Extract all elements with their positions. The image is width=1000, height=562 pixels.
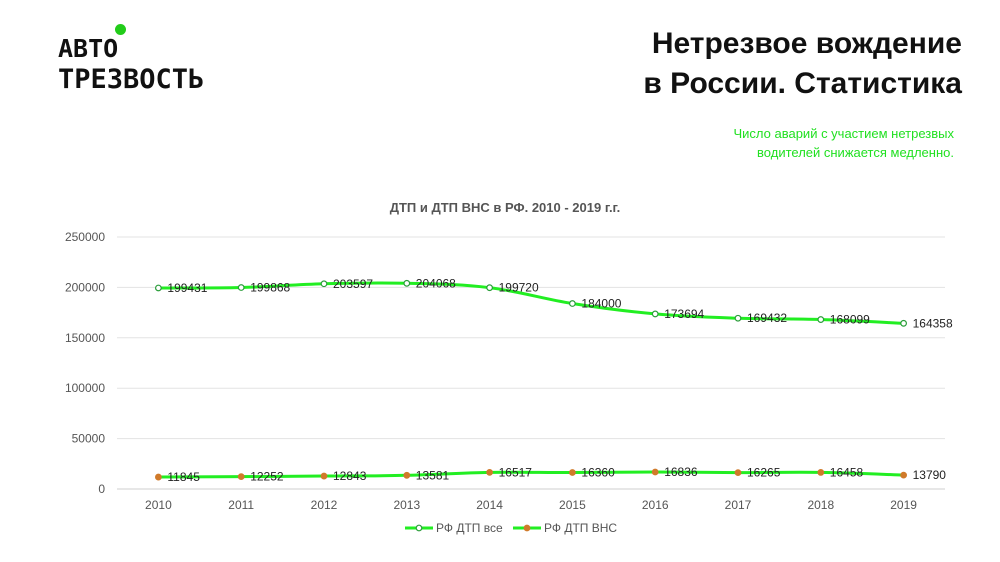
data-label: 12843 (333, 469, 367, 483)
legend-label: РФ ДТП все (436, 521, 503, 535)
legend-marker (523, 524, 531, 532)
x-tick-label: 2013 (393, 498, 420, 512)
data-label: 204068 (416, 276, 456, 290)
x-tick-label: 2011 (228, 498, 254, 512)
data-label: 11845 (167, 470, 200, 484)
data-label: 199431 (167, 281, 207, 295)
note-line-2: водителей снижается медленно. (757, 145, 954, 160)
data-point (817, 469, 825, 476)
data-point (734, 314, 742, 322)
x-tick-label: 2018 (807, 498, 834, 512)
note-text: Число аварий с участием нетрезвых водите… (733, 124, 954, 162)
note-line-1: Число аварий с участием нетрезвых (733, 126, 954, 141)
data-label: 173694 (664, 307, 704, 321)
y-tick-label: 50000 (72, 432, 106, 446)
data-label: 199720 (499, 281, 539, 295)
data-point (320, 472, 328, 480)
x-tick-label: 2010 (145, 498, 172, 512)
data-point (154, 284, 162, 292)
logo-line-1: АВТО (58, 34, 119, 63)
series-line-2 (158, 470, 904, 479)
page-title-line-2: в России. Статистика (643, 67, 962, 100)
data-point (403, 471, 411, 479)
data-point (900, 471, 907, 479)
data-point (817, 316, 825, 323)
data-label: 13790 (913, 468, 947, 482)
data-point (900, 319, 907, 327)
page-title: Нетрезвое вождение в России. Статистика (643, 24, 962, 104)
data-point (237, 473, 245, 481)
data-label: 13581 (416, 468, 450, 482)
data-point (486, 468, 494, 476)
data-point (320, 280, 328, 288)
data-label: 184000 (581, 297, 621, 311)
data-label: 168099 (830, 313, 870, 327)
data-point (651, 310, 659, 318)
data-label: 203597 (333, 277, 373, 291)
y-tick-label: 150000 (65, 331, 105, 345)
data-label: 16360 (581, 466, 615, 480)
y-tick-label: 200000 (65, 280, 105, 294)
data-point (734, 469, 742, 477)
legend-marker (415, 524, 423, 532)
logo: АВТО ТРЕЗВОСТЬ (58, 24, 204, 100)
data-point (569, 469, 576, 476)
logo-line-2: ТРЕЗВОСТЬ (58, 64, 205, 95)
y-tick-label: 100000 (65, 381, 105, 395)
data-point (403, 279, 411, 287)
data-label: 169432 (747, 311, 787, 325)
data-label: 164358 (913, 316, 953, 330)
page-title-line-1: Нетрезвое вождение (651, 27, 962, 60)
data-label: 16458 (830, 465, 864, 479)
data-label: 16265 (747, 466, 781, 480)
legend-label: РФ ДТП ВНС (544, 521, 617, 535)
data-point (154, 473, 162, 481)
logo-dot-icon (115, 24, 126, 35)
data-point (569, 300, 576, 307)
data-label: 12252 (250, 470, 284, 484)
x-tick-label: 2017 (725, 498, 752, 512)
x-tick-label: 2016 (642, 498, 669, 512)
data-point (237, 284, 245, 291)
series-line-1 (158, 281, 904, 325)
x-tick-label: 2019 (890, 498, 917, 512)
x-tick-label: 2012 (311, 498, 338, 512)
x-tick-label: 2015 (559, 498, 586, 512)
data-point (486, 284, 494, 292)
y-tick-label: 250000 (65, 230, 105, 244)
chart-title: ДТП и ДТП ВНС в РФ. 2010 - 2019 г.г. (390, 200, 621, 215)
y-tick-label: 0 (98, 482, 105, 496)
data-point (651, 468, 659, 476)
data-label: 16517 (499, 465, 533, 479)
data-label: 199868 (250, 281, 290, 295)
data-label: 16836 (664, 465, 698, 479)
x-tick-label: 2014 (476, 498, 503, 512)
